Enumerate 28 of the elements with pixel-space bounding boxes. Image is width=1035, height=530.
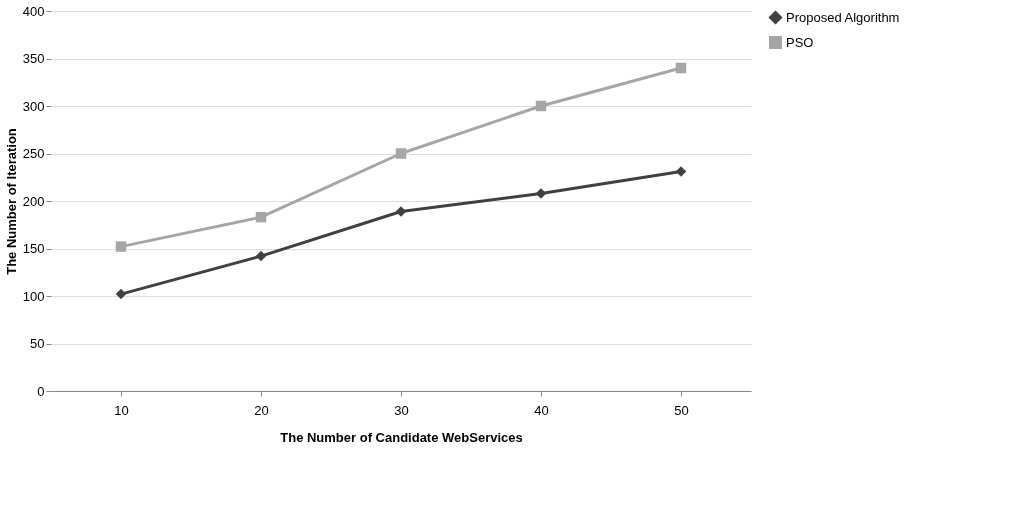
- y-tick-label: 350: [22, 51, 45, 66]
- point: [535, 100, 547, 112]
- y-tick-label: 50: [30, 336, 45, 351]
- y-axis-title: The Number of Iteration: [3, 128, 19, 275]
- x-tick-label: 10: [114, 402, 129, 418]
- x-tick-label: 30: [394, 402, 409, 418]
- y-tick-label: 250: [22, 146, 45, 161]
- point: [115, 288, 127, 300]
- x-tick-label: 20: [254, 402, 269, 418]
- point: [395, 206, 407, 217]
- point: [675, 166, 687, 177]
- y-tick-label: 0: [37, 383, 45, 399]
- legend-label: Proposed Algorithm: [786, 9, 900, 25]
- point: [255, 250, 267, 262]
- x-tick-label: 50: [674, 402, 689, 418]
- point: [255, 211, 267, 223]
- point: [675, 62, 687, 74]
- point: [535, 188, 547, 199]
- y-tick-label: 100: [22, 288, 45, 304]
- x-tick-label: 40: [534, 402, 549, 418]
- y-tick-label: 300: [22, 98, 45, 114]
- y-tick-label: 400: [22, 3, 45, 19]
- point: [115, 241, 127, 252]
- x-axis-title: The Number of Candidate WebServices: [280, 429, 523, 445]
- point: [395, 148, 407, 159]
- legend-label: PSO: [786, 34, 814, 50]
- y-tick-label: 200: [22, 193, 45, 209]
- y-tick-label: 150: [22, 241, 45, 256]
